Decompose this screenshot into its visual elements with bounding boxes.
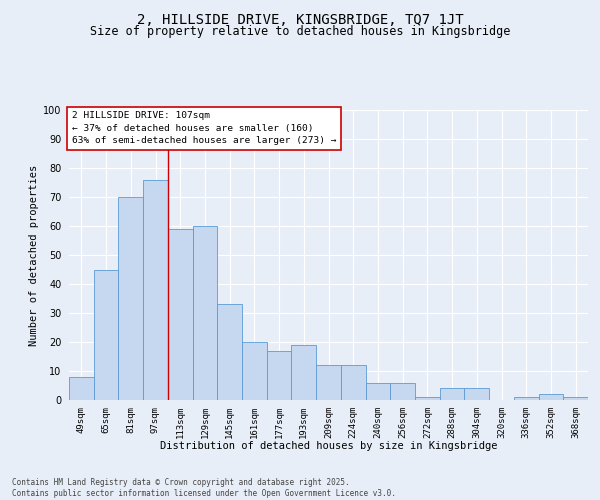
Bar	[267, 350, 292, 400]
Y-axis label: Number of detached properties: Number of detached properties	[29, 164, 39, 346]
Bar	[242, 342, 267, 400]
Bar	[440, 388, 464, 400]
Text: 2, HILLSIDE DRIVE, KINGSBRIDGE, TQ7 1JT: 2, HILLSIDE DRIVE, KINGSBRIDGE, TQ7 1JT	[137, 12, 463, 26]
Bar	[118, 197, 143, 400]
Bar	[94, 270, 118, 400]
Bar	[168, 229, 193, 400]
Bar	[539, 394, 563, 400]
Bar	[292, 345, 316, 400]
Text: Size of property relative to detached houses in Kingsbridge: Size of property relative to detached ho…	[90, 25, 510, 38]
Text: 2 HILLSIDE DRIVE: 107sqm
← 37% of detached houses are smaller (160)
63% of semi-: 2 HILLSIDE DRIVE: 107sqm ← 37% of detach…	[71, 112, 336, 146]
Bar	[390, 382, 415, 400]
Bar	[217, 304, 242, 400]
Text: Contains HM Land Registry data © Crown copyright and database right 2025.
Contai: Contains HM Land Registry data © Crown c…	[12, 478, 396, 498]
Bar	[514, 397, 539, 400]
X-axis label: Distribution of detached houses by size in Kingsbridge: Distribution of detached houses by size …	[160, 442, 497, 452]
Bar	[316, 365, 341, 400]
Bar	[365, 382, 390, 400]
Bar	[341, 365, 365, 400]
Bar	[143, 180, 168, 400]
Bar	[563, 397, 588, 400]
Bar	[464, 388, 489, 400]
Bar	[415, 397, 440, 400]
Bar	[69, 377, 94, 400]
Bar	[193, 226, 217, 400]
